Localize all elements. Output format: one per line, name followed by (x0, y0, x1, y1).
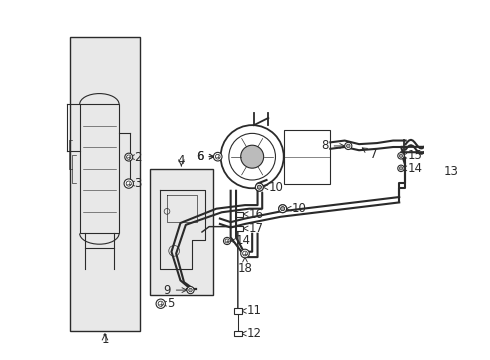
Circle shape (214, 152, 222, 161)
Text: 1: 1 (101, 333, 109, 346)
Text: 6: 6 (196, 150, 214, 163)
Text: 6: 6 (196, 150, 214, 163)
Circle shape (398, 165, 404, 172)
Circle shape (279, 205, 287, 213)
Text: 2: 2 (130, 150, 142, 164)
Text: 11: 11 (241, 305, 262, 318)
Circle shape (257, 185, 261, 189)
Circle shape (399, 154, 403, 157)
Text: 14: 14 (230, 234, 251, 247)
Text: 3: 3 (130, 177, 142, 190)
Circle shape (344, 142, 352, 149)
Circle shape (241, 145, 264, 168)
Text: 9: 9 (163, 284, 187, 297)
Circle shape (257, 185, 261, 189)
Circle shape (223, 237, 231, 244)
Text: 17: 17 (243, 222, 264, 235)
Bar (70, 37, 140, 330)
Circle shape (279, 205, 287, 213)
Text: 8: 8 (321, 139, 344, 152)
Circle shape (255, 183, 263, 191)
Bar (236, 212, 243, 217)
Text: 14: 14 (402, 162, 422, 175)
Text: 15: 15 (402, 149, 422, 162)
Circle shape (281, 207, 285, 211)
Circle shape (399, 167, 403, 170)
Circle shape (255, 183, 263, 191)
Text: 18: 18 (238, 257, 252, 275)
Text: 10: 10 (286, 202, 306, 215)
Circle shape (187, 287, 194, 294)
Circle shape (281, 207, 285, 211)
Circle shape (124, 179, 133, 188)
Circle shape (125, 153, 133, 161)
Bar (234, 308, 242, 314)
Bar (236, 226, 243, 231)
Circle shape (156, 299, 166, 309)
Text: 12: 12 (241, 327, 262, 340)
Text: 10: 10 (263, 181, 283, 194)
Text: 7: 7 (362, 148, 377, 161)
Text: 5: 5 (161, 297, 174, 310)
Circle shape (241, 249, 249, 258)
Bar (80, 104, 119, 233)
Circle shape (398, 153, 404, 159)
Text: 13: 13 (443, 166, 458, 179)
Circle shape (189, 288, 192, 292)
Bar (234, 331, 242, 336)
Bar (150, 169, 213, 295)
Bar (284, 130, 330, 184)
Circle shape (220, 125, 284, 188)
Text: 16: 16 (243, 208, 264, 221)
Text: 4: 4 (177, 154, 185, 167)
Circle shape (346, 144, 350, 148)
